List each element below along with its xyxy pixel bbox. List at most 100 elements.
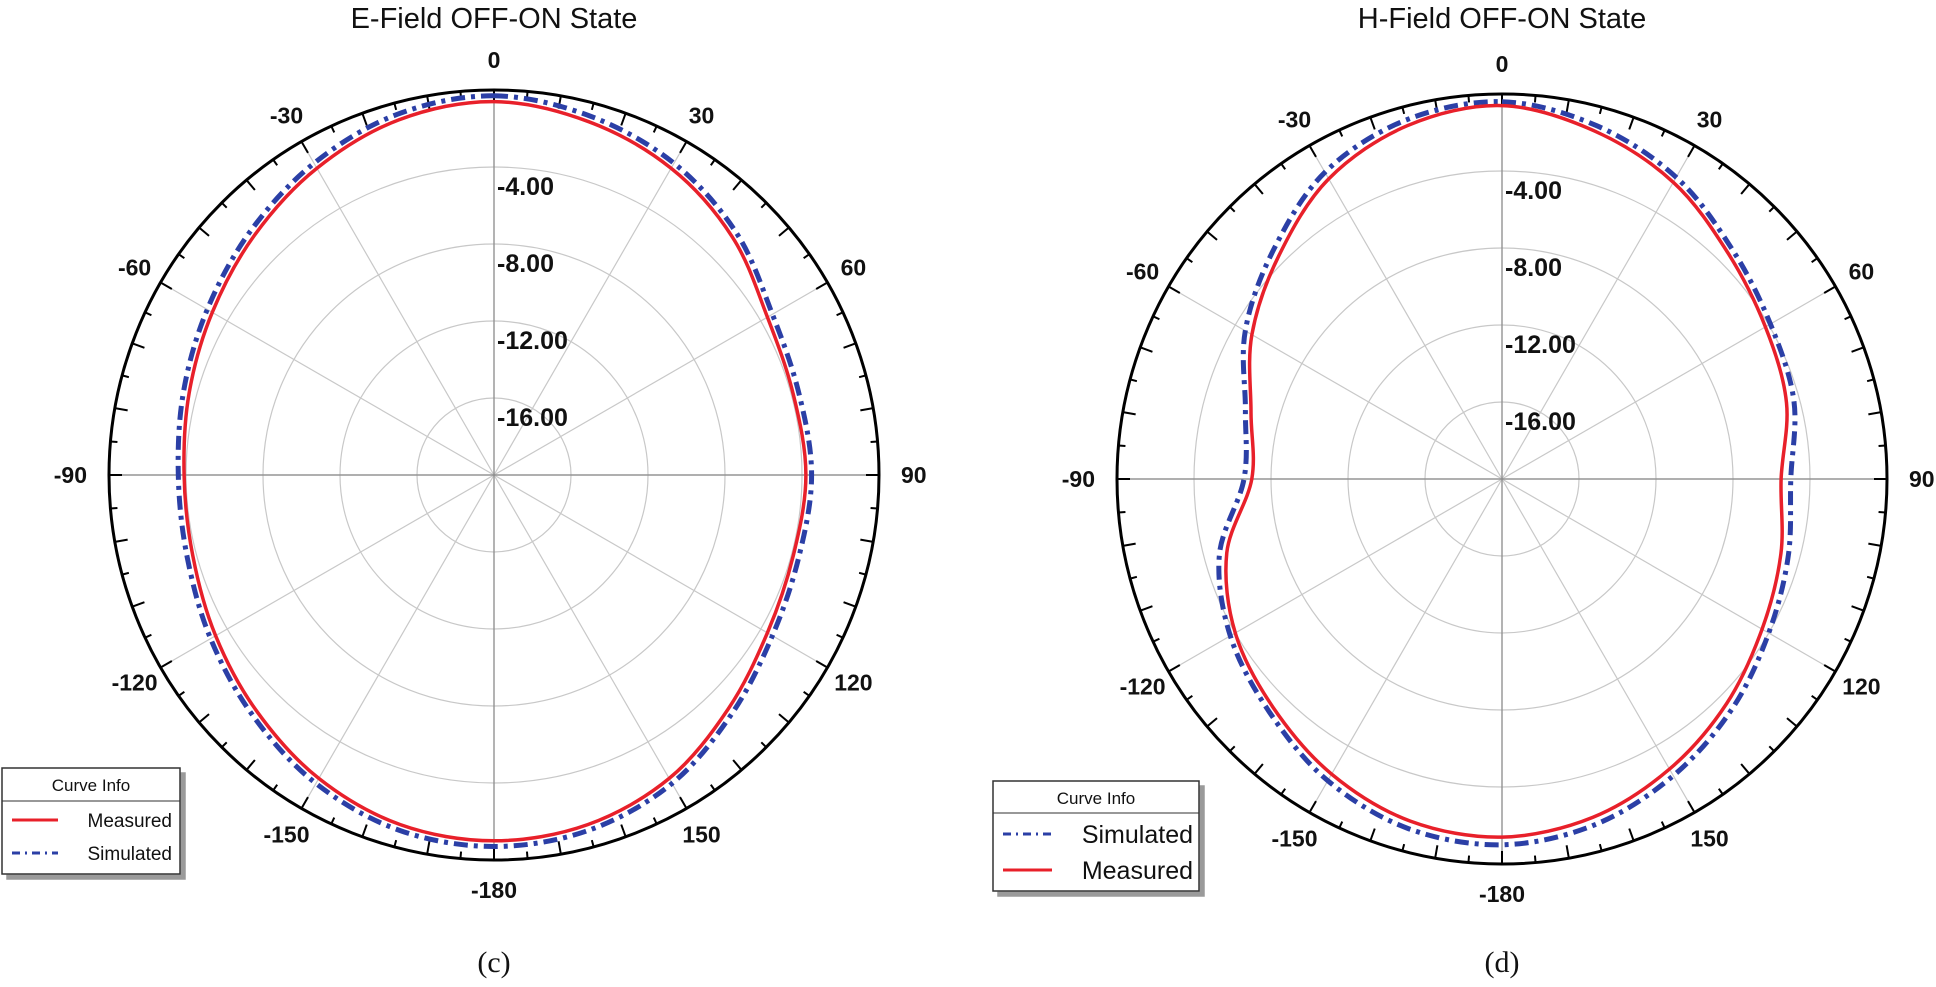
h-field-tick-mark	[1628, 116, 1635, 130]
h-field-tick-mark	[1844, 637, 1852, 643]
h-field-tick-mark	[1868, 411, 1882, 416]
h-field-angle-label: 90	[1909, 466, 1935, 492]
e-field-tick-mark	[393, 102, 398, 111]
h-field-tick-mark	[1186, 694, 1193, 701]
h-field-tick-mark	[1660, 129, 1666, 137]
h-field-angle-label: -180	[1479, 881, 1525, 907]
h-field-grid-spoke	[1308, 478, 1503, 813]
e-field-plot-area: 0 30 60 90 120 150 -180 -150 -120 -90 -60 -30 -4.00 -…	[54, 47, 927, 903]
e-field-tick-mark	[860, 538, 874, 543]
e-field-grid-spoke	[493, 281, 828, 476]
h-field-tick-mark	[1660, 821, 1666, 829]
e-field-tick-mark	[803, 253, 810, 260]
h-field-tick-mark	[1533, 855, 1537, 863]
e-field-tick-mark	[361, 112, 368, 126]
e-field-angle-label: -60	[118, 255, 151, 281]
h-field-tick-mark	[1811, 257, 1818, 264]
e-field-tick-mark	[679, 141, 688, 154]
e-field-tick-mark	[836, 311, 844, 317]
e-field-angle-label: -120	[112, 670, 158, 696]
e-field-tick-mark	[858, 374, 867, 379]
h-field-tick-mark	[1139, 605, 1153, 612]
e-field-radial-label: -16.00	[497, 404, 568, 432]
e-field-tick-mark	[160, 281, 173, 290]
e-field-grid-spoke	[493, 141, 688, 476]
e-field-legend-label-measured: Measured	[88, 811, 173, 832]
e-field-tick-mark	[144, 633, 152, 639]
e-field-legend-title: Curve Info	[52, 776, 130, 795]
h-field-tick-mark	[1565, 99, 1570, 113]
h-field-tick-mark	[1598, 843, 1603, 852]
h-field-radial-label: -8.00	[1505, 254, 1562, 282]
e-field-tick-mark	[732, 759, 743, 771]
e-field-angle-label: -150	[263, 821, 309, 847]
h-field-legend-content: Curve Info Simulated Measured	[1003, 789, 1193, 885]
e-field-tick-mark	[652, 125, 658, 133]
e-field-legend-content: Curve Info Measured Simulated	[12, 776, 172, 865]
e-field-tick-mark	[300, 796, 309, 809]
e-field-tick-mark	[245, 759, 256, 771]
e-field-tick-mark	[114, 407, 128, 412]
e-field-grid-spoke	[160, 281, 495, 476]
e-field-tick-mark	[679, 796, 688, 809]
e-field-tick-mark	[393, 839, 398, 848]
e-field-tick-mark	[198, 713, 210, 724]
h-field-legend-title: Curve Info	[1057, 789, 1135, 808]
h-field-angle-label: -60	[1126, 259, 1159, 285]
h-field-tick-mark	[1786, 717, 1798, 728]
caption-c: (c)	[477, 946, 510, 979]
e-field-tick-mark	[620, 112, 627, 126]
h-field-tick-mark	[1139, 346, 1153, 353]
e-field-radial-label: -12.00	[497, 327, 568, 355]
h-field-tick-mark	[1308, 145, 1317, 158]
e-field-tick-mark	[870, 506, 878, 510]
h-field-tick-mark	[1467, 95, 1471, 103]
h-field-angle-label: -90	[1062, 466, 1095, 492]
e-field-tick-mark	[426, 841, 431, 855]
e-field-legend-label-simulated: Simulated	[88, 844, 173, 865]
h-field-tick-mark	[1369, 828, 1376, 842]
h-field-tick-mark	[1844, 315, 1852, 321]
h-field-angle-label: 30	[1697, 107, 1723, 133]
h-field-angle-label: -120	[1120, 674, 1166, 700]
h-field-tick-mark	[1823, 664, 1836, 673]
h-field-tick-mark	[1786, 230, 1798, 241]
h-field-tick-mark	[1823, 285, 1836, 294]
h-field-tick-mark	[1168, 664, 1181, 673]
h-field-angle-label: 60	[1849, 259, 1875, 285]
h-field-series-measured	[1224, 103, 1789, 839]
e-field-tick-mark	[843, 601, 857, 608]
e-field-tick-mark	[178, 253, 185, 260]
h-field-grid-spoke	[1501, 478, 1836, 673]
h-field-tick-mark	[1152, 637, 1160, 643]
e-field-tick-mark	[557, 841, 562, 855]
h-field-legend-label-measured: Measured	[1082, 857, 1193, 885]
h-field-tick-mark	[1768, 206, 1775, 213]
e-field-tick-mark	[221, 741, 228, 748]
h-field-tick-mark	[1186, 257, 1193, 264]
h-field-tick-mark	[1253, 763, 1264, 775]
h-field-tick-mark	[1122, 411, 1136, 416]
h-field-tick-mark	[1280, 163, 1287, 170]
h-field-tick-mark	[1717, 163, 1724, 170]
e-field-tick-mark	[121, 374, 130, 379]
h-field-radial-label: -4.00	[1505, 177, 1562, 205]
h-field-grid-spoke	[1168, 478, 1503, 673]
h-field-tick-mark	[1369, 116, 1376, 130]
e-field-tick-mark	[110, 506, 118, 510]
h-field-tick-mark	[1687, 800, 1696, 813]
e-field-tick-mark	[652, 817, 658, 825]
h-field-tick-mark	[1467, 855, 1471, 863]
h-field-polar-chart: H-Field OFF-ON State 0 30 60 90 120 150 -180 -1…	[992, 3, 1935, 979]
e-field-tick-mark	[131, 601, 145, 608]
e-field-tick-mark	[300, 141, 309, 154]
e-field-series-simulated	[175, 93, 815, 849]
e-field-tick-mark	[778, 713, 790, 724]
h-field-tick-mark	[1598, 106, 1603, 115]
h-field-chart-title: H-Field OFF-ON State	[1358, 3, 1646, 35]
e-field-tick-mark	[245, 179, 256, 191]
h-field-tick-mark	[1740, 763, 1751, 775]
e-field-tick-mark	[272, 784, 279, 791]
e-field-grid-spoke	[300, 141, 495, 476]
h-field-tick-mark	[1129, 378, 1138, 383]
